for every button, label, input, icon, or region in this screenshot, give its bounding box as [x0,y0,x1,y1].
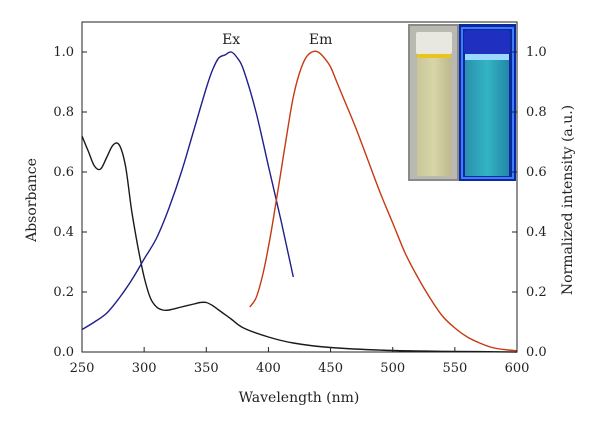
y-tick-label-left: 0.2 [53,285,74,300]
series-line-2 [81,51,294,331]
vial-left-cap [416,32,452,54]
y-tick-label-left: 0.6 [53,165,74,180]
vial-left-meniscus [417,54,451,58]
x-tick-label: 300 [132,361,157,376]
x-tick-label: 600 [505,361,530,376]
vial-left-liquid [417,58,451,176]
y-tick-label-left: 1.0 [53,45,74,60]
y-tick-label-right: 0.4 [526,225,547,240]
annotation-2: Em [309,32,333,48]
x-tick-label: 500 [380,361,405,376]
y-tick-label-left: 0.8 [53,105,74,120]
y-axis-label-right: Normalized intensity (a.u.) [560,105,576,295]
plot-frame [81,21,518,353]
y-tick-label-right: 0.2 [526,285,547,300]
inset-photo-vials [408,24,516,181]
y-tick-label-right: 0.8 [526,105,547,120]
series-layer [81,50,518,353]
x-tick-label: 450 [318,361,343,376]
ticks-layer: 250 300 350 400 450 500 550 6000.00.20.40.60.81… [53,45,546,376]
y-axis-label-left: Absorbance [24,158,40,243]
vial-right-meniscus [465,54,509,60]
y-tick-label-left: 0.4 [53,225,74,240]
x-tick-label: 400 [256,361,281,376]
annotation-1: Ex [222,32,240,48]
vial-right-liquid [465,60,509,176]
y-tick-label-right: 0.6 [526,165,547,180]
x-axis-label: Wavelength (nm) [239,390,360,406]
x-tick-label: 350 [194,361,219,376]
y-tick-label-right: 0.0 [526,345,547,360]
series-line-3 [249,50,518,352]
series-line-1 [81,135,518,353]
plot-border [81,21,518,353]
vial-right-cap [464,30,510,54]
y-tick-label-right: 1.0 [526,45,547,60]
annotation-layer: Ex Em [222,32,332,48]
y-tick-label-left: 0.0 [53,345,74,360]
vial-right-glow [461,27,514,179]
x-tick-label: 550 [442,361,467,376]
x-tick-label: 250 [70,361,95,376]
